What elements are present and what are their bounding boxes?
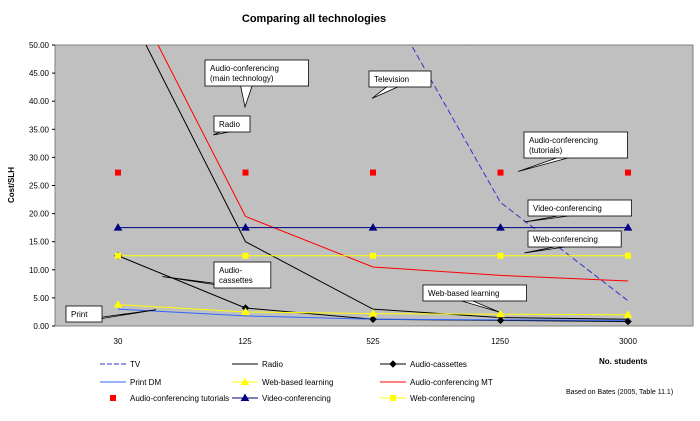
y-tick-label: 15.00: [29, 238, 50, 247]
data-point: [368, 223, 378, 231]
legend-item: Radio: [232, 360, 283, 369]
data-point: [241, 223, 250, 231]
legend-swatch-marker: [240, 393, 250, 401]
legend-swatch-marker: [390, 395, 396, 401]
y-tick-label: 40.00: [29, 97, 50, 106]
x-tick-label: 125: [238, 337, 252, 346]
legend-label: TV: [130, 360, 141, 369]
legend: TV Radio Audio-cassettes Print DM Web-based …: [100, 360, 493, 403]
legend-item: Audio-conferencing tutorials: [110, 394, 229, 403]
data-point: [625, 252, 631, 259]
data-point: [623, 310, 633, 318]
legend-swatch-marker: [389, 360, 397, 368]
y-tick-label: 50.00: [29, 41, 50, 50]
data-point: [242, 252, 249, 259]
legend-label: Radio: [262, 360, 283, 369]
annotation-text: Audio-conferencing: [210, 64, 279, 73]
annotation-box: [527, 230, 622, 248]
data-point: [625, 169, 631, 176]
data-point: [370, 169, 376, 176]
annotation-box: [213, 261, 272, 289]
legend-swatch-marker: [110, 395, 116, 401]
legend-label: Web-conferencing: [410, 394, 475, 403]
annotation-text: (main technology): [210, 74, 274, 83]
data-point: [496, 316, 505, 325]
legend-label: Audio-conferencing tutorials: [130, 394, 229, 403]
data-point: [496, 309, 505, 318]
y-tick-label: 25.00: [29, 182, 50, 191]
source-note: Based on Bates (2005, Table 11.1): [566, 389, 673, 396]
annotation-text: Television: [374, 75, 409, 84]
legend-label: Audio-conferencing MT: [410, 378, 493, 387]
annotation-box: [368, 70, 432, 88]
data-point: [115, 252, 121, 259]
annotation-text: Audio-conferencing: [529, 136, 598, 145]
data-point: [113, 300, 123, 308]
legend-item: Video-conferencing: [232, 393, 331, 403]
annotation-box: [65, 305, 103, 323]
y-axis-label: Cost/SLH: [7, 167, 16, 203]
legend-label: Web-based learning: [262, 378, 333, 387]
y-tick-label: 35.00: [29, 125, 50, 134]
data-point: [241, 307, 250, 315]
y-tick-label: 5.00: [33, 294, 49, 303]
annotation-text: Video-conferencing: [533, 204, 602, 213]
data-point: [623, 223, 633, 231]
legend-label: Print DM: [130, 378, 161, 387]
legend-label: Audio-cassettes: [410, 360, 467, 369]
legend-item: Web-conferencing: [380, 394, 475, 403]
series-line-tv: [410, 45, 629, 302]
data-point: [624, 317, 632, 326]
annotation-box: [422, 284, 527, 302]
series-line-radio: [145, 45, 629, 320]
data-point: [368, 309, 378, 317]
series-line-audio-conferencing-mt: [157, 45, 629, 282]
annotation-text: cassettes: [219, 276, 253, 285]
x-tick-label: 1250: [491, 337, 509, 346]
data-point: [496, 223, 505, 231]
annotation-box: [523, 131, 628, 159]
legend-item: Audio-conferencing MT: [380, 378, 493, 387]
y-tick-label: 30.00: [29, 153, 50, 162]
x-tick-label: 525: [366, 337, 380, 346]
y-tick-label: 45.00: [29, 69, 50, 78]
data-point: [242, 169, 249, 176]
legend-item: Print DM: [100, 378, 161, 387]
series-markers: [113, 169, 633, 326]
annotation-text: Web-based learning: [428, 289, 499, 298]
data-point: [113, 223, 123, 231]
data-point: [370, 252, 376, 259]
annotation-text: (tutorials): [529, 146, 563, 155]
y-tick-label: 0.00: [33, 322, 49, 331]
data-point: [369, 315, 377, 323]
annotation-box: [204, 59, 309, 87]
data-point: [497, 252, 504, 259]
legend-item: Web-based learning: [232, 377, 333, 387]
legend-item: Audio-cassettes: [380, 360, 467, 369]
annotation-box: [527, 199, 632, 217]
annotation-text: Print: [71, 310, 88, 319]
legend-item: TV: [100, 360, 141, 369]
data-point: [497, 169, 504, 176]
annotations: Audio-conferencing(main technology) Telev…: [65, 59, 632, 323]
y-tick-label: 20.00: [29, 210, 50, 219]
y-tick-label: 10.00: [29, 266, 50, 275]
legend-swatch-marker: [240, 377, 250, 385]
annotation-text: Web-conferencing: [533, 235, 598, 244]
plot-area: 0.00 5.00 10.00 15.00 20.00 25.00 30.00 35.00 40…: [29, 41, 694, 346]
legend-label: Video-conferencing: [262, 394, 331, 403]
x-tick-label: 30: [114, 337, 123, 346]
data-point: [115, 169, 121, 176]
x-axis-label: No. students: [599, 357, 648, 366]
annotation-text: Audio-: [219, 266, 242, 275]
annotation-box: [213, 115, 251, 133]
x-tick-label: 3000: [619, 337, 637, 346]
annotation-text: Radio: [219, 120, 240, 129]
chart-title: Comparing all technologies: [242, 13, 386, 25]
